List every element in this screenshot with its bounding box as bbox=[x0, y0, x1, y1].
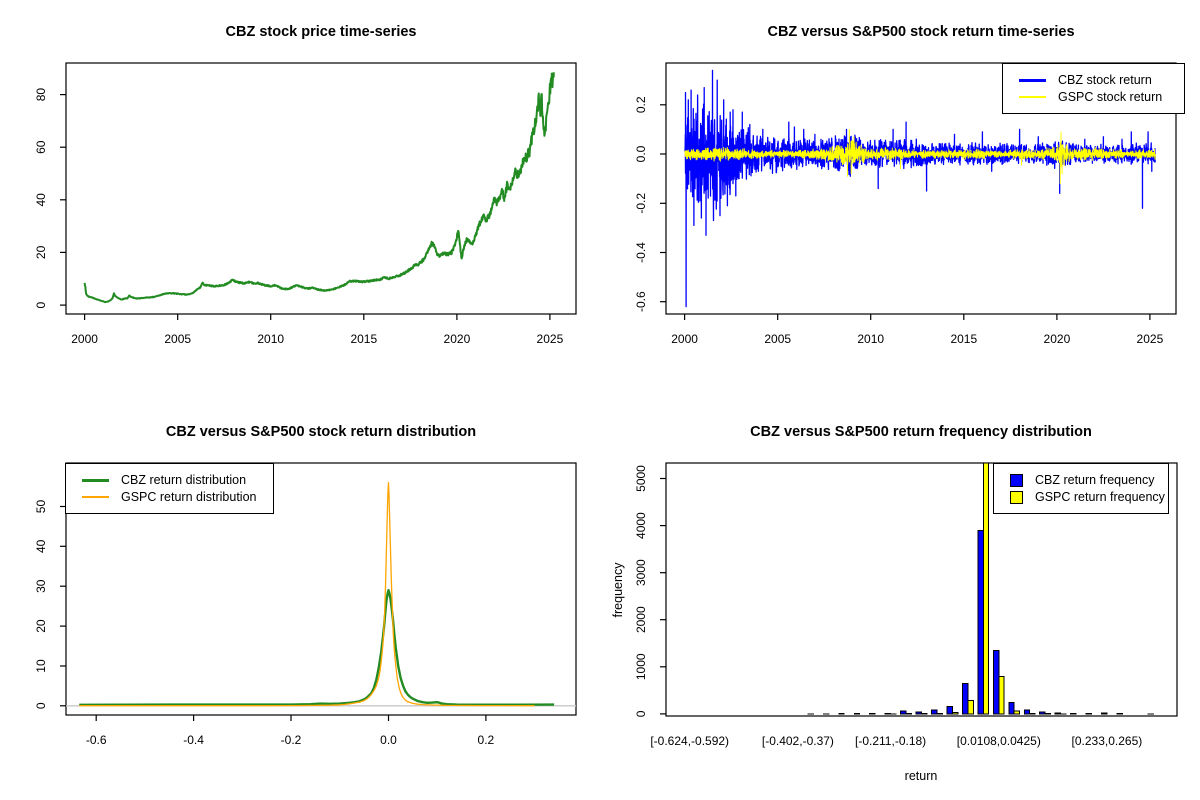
svg-text:-0.2: -0.2 bbox=[281, 733, 302, 747]
chart-title: CBZ stock price time-series bbox=[226, 24, 417, 40]
legend-label: CBZ return frequency bbox=[1035, 472, 1155, 487]
svg-text:1000: 1000 bbox=[634, 653, 648, 680]
svg-text:50: 50 bbox=[34, 500, 48, 514]
svg-text:2005: 2005 bbox=[764, 332, 791, 346]
density-legend: CBZ return distribution GSPC return dist… bbox=[65, 463, 274, 514]
svg-text:10: 10 bbox=[34, 659, 48, 673]
chart-title: CBZ versus S&P500 stock return time-seri… bbox=[767, 24, 1074, 40]
svg-text:[0.0108,0.0425): [0.0108,0.0425) bbox=[957, 734, 1041, 748]
x-axis-label: return bbox=[905, 769, 938, 783]
svg-text:-0.2: -0.2 bbox=[634, 193, 648, 214]
density-chart-svg: CBZ versus S&P500 stock return distribut… bbox=[34, 424, 577, 747]
svg-text:20: 20 bbox=[34, 245, 48, 259]
svg-text:[0.233,0.265): [0.233,0.265) bbox=[1072, 734, 1143, 748]
svg-text:0.0: 0.0 bbox=[634, 145, 648, 162]
svg-text:[-0.211,-0.18): [-0.211,-0.18) bbox=[855, 734, 926, 748]
gspc-density-line-swatch bbox=[82, 495, 109, 498]
chart-panel-price: CBZ stock price time-series 0 20 40 60 80 200… bbox=[0, 0, 600, 400]
svg-text:2025: 2025 bbox=[537, 332, 564, 346]
svg-text:30: 30 bbox=[34, 579, 48, 593]
svg-text:2025: 2025 bbox=[1137, 332, 1164, 346]
chart-panel-returns: CBZ versus S&P500 stock return time-seri… bbox=[600, 0, 1200, 400]
svg-text:4000: 4000 bbox=[634, 512, 648, 539]
svg-text:2000: 2000 bbox=[71, 332, 98, 346]
returns-chart-svg: CBZ versus S&P500 stock return time-seri… bbox=[634, 24, 1177, 346]
svg-text:20: 20 bbox=[34, 619, 48, 633]
price-chart-svg: CBZ stock price time-series 0 20 40 60 80 200… bbox=[34, 24, 577, 346]
svg-text:-0.6: -0.6 bbox=[634, 291, 648, 312]
svg-text:2015: 2015 bbox=[350, 332, 377, 346]
svg-text:2015: 2015 bbox=[950, 332, 977, 346]
chart-panel-histogram: CBZ versus S&P500 return frequency distr… bbox=[600, 400, 1200, 800]
legend-label: GSPC return frequency bbox=[1035, 489, 1165, 504]
svg-text:2010: 2010 bbox=[257, 332, 284, 346]
gspc-return-line-swatch bbox=[1019, 95, 1046, 98]
legend-item: CBZ stock return bbox=[1003, 74, 1184, 87]
svg-text:0: 0 bbox=[634, 710, 648, 717]
svg-text:0.2: 0.2 bbox=[634, 96, 648, 113]
svg-text:0: 0 bbox=[34, 702, 48, 709]
legend-item: CBZ return distribution bbox=[66, 474, 273, 487]
gspc-frequency-box-swatch bbox=[1010, 490, 1023, 504]
cbz-frequency-box-swatch bbox=[1010, 473, 1023, 487]
legend-label: GSPC stock return bbox=[1058, 89, 1163, 104]
svg-text:-0.4: -0.4 bbox=[634, 242, 648, 263]
svg-text:0.0: 0.0 bbox=[380, 733, 397, 747]
chart-title: CBZ versus S&P500 return frequency distr… bbox=[750, 424, 1092, 440]
histogram-legend: CBZ return frequency GSPC return frequen… bbox=[993, 463, 1169, 514]
svg-text:3000: 3000 bbox=[634, 559, 648, 586]
svg-text:2020: 2020 bbox=[444, 332, 471, 346]
svg-text:2000: 2000 bbox=[671, 332, 698, 346]
cbz-density-line-swatch bbox=[82, 478, 109, 482]
svg-text:2010: 2010 bbox=[857, 332, 884, 346]
svg-text:0.2: 0.2 bbox=[478, 733, 495, 747]
svg-text:2000: 2000 bbox=[634, 606, 648, 633]
legend-label: CBZ return distribution bbox=[121, 473, 247, 487]
legend-item: GSPC return distribution bbox=[66, 489, 273, 504]
chart-panel-density: CBZ versus S&P500 stock return distribut… bbox=[0, 400, 600, 800]
svg-text:2005: 2005 bbox=[164, 332, 191, 346]
svg-text:[-0.402,-0.37): [-0.402,-0.37) bbox=[762, 734, 834, 748]
returns-legend: CBZ stock return GSPC stock return bbox=[1002, 63, 1185, 114]
legend-item: GSPC stock return bbox=[1003, 89, 1184, 104]
svg-text:-0.4: -0.4 bbox=[183, 733, 204, 747]
legend-label: CBZ stock return bbox=[1058, 73, 1152, 87]
legend-label: GSPC return distribution bbox=[121, 489, 257, 504]
svg-text:80: 80 bbox=[34, 88, 48, 102]
histogram-chart-svg: CBZ versus S&P500 return frequency distr… bbox=[611, 424, 1178, 783]
svg-text:[-0.624,-0.592): [-0.624,-0.592) bbox=[650, 734, 729, 748]
svg-text:40: 40 bbox=[34, 193, 48, 207]
svg-text:-0.6: -0.6 bbox=[86, 733, 107, 747]
legend-item: CBZ return frequency bbox=[994, 472, 1168, 487]
svg-text:2020: 2020 bbox=[1044, 332, 1071, 346]
chart-title: CBZ versus S&P500 stock return distribut… bbox=[166, 424, 476, 440]
svg-text:40: 40 bbox=[34, 539, 48, 553]
svg-text:5000: 5000 bbox=[634, 465, 648, 492]
legend-item: GSPC return frequency bbox=[994, 489, 1168, 504]
svg-text:0: 0 bbox=[34, 301, 48, 308]
cbz-return-line-swatch bbox=[1019, 78, 1046, 82]
svg-text:60: 60 bbox=[34, 140, 48, 154]
y-axis-label: frequency bbox=[611, 562, 625, 618]
